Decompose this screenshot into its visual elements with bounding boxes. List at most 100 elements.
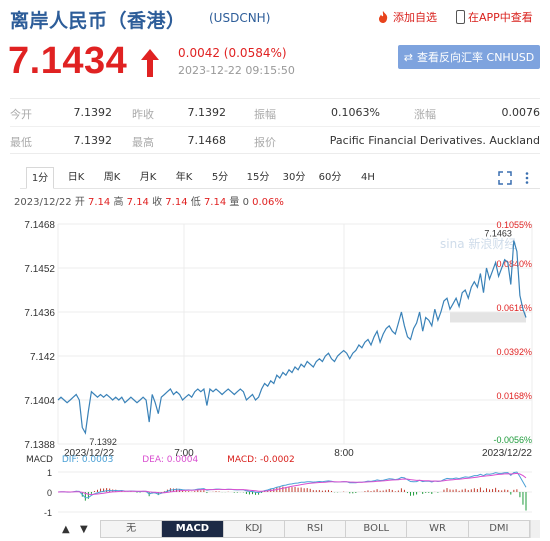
stat-label: 振幅 [254, 108, 276, 121]
y-tick-label: 7.142 [30, 352, 55, 363]
macd-axis-label: 1 [47, 468, 52, 478]
x-tick-label: 2023/12/22 [64, 448, 114, 456]
quote-time: 2023-12-22 09:15:50 [178, 64, 295, 77]
quote-stats: 今开 7.1392 昨收 7.1392 振幅 0.1063% 涨幅 0.0076… [10, 98, 540, 154]
tab-15min[interactable]: 15分 [246, 172, 270, 183]
y-tick-label: 7.1468 [24, 220, 55, 231]
info-vol-label: 量 [229, 197, 240, 208]
page-title: 离岸人民币（香港） [10, 10, 186, 32]
tab-60min[interactable]: 60分 [318, 172, 342, 183]
info-pct: 0.06% [252, 197, 284, 208]
stat-label: 今开 [10, 108, 32, 121]
watermark: sina 新浪财经 [440, 236, 516, 251]
macd-chart: 1 0 -1 [44, 468, 532, 518]
macd-value: -0.0002 [260, 455, 295, 465]
tab-none[interactable]: 无 [101, 521, 163, 537]
reverse-rate-label: 查看反向汇率 CNHUSD [417, 51, 535, 64]
stat-label: 最低 [10, 136, 32, 149]
stat-value: 7.1392 [73, 134, 113, 147]
tab-weekly[interactable]: 周K [103, 172, 121, 183]
x-tick-label: 8:00 [334, 448, 354, 456]
y-tick-label: 7.1404 [24, 396, 55, 407]
info-low: 7.14 [203, 197, 227, 208]
low-annotation: 7.1392 [89, 437, 117, 447]
stat-label: 报价 [254, 136, 276, 149]
add-watchlist-label: 添加自选 [393, 11, 437, 24]
dea-line [57, 472, 527, 496]
tab-daily[interactable]: 日K [67, 172, 85, 183]
tab-macd[interactable]: MACD [162, 521, 224, 537]
tab-boll[interactable]: BOLL [346, 521, 408, 537]
info-close: 7.14 [165, 197, 188, 208]
stat-value: 7.1392 [73, 106, 113, 119]
add-watchlist-button[interactable]: 添加自选 [376, 9, 437, 25]
info-close-label: 收 [152, 197, 163, 208]
tab-kdj[interactable]: KDJ [224, 521, 285, 537]
stat-value: 0.0076 [501, 106, 541, 119]
stat-value: 7.1468 [187, 134, 227, 147]
dif-value: 0.0003 [81, 455, 114, 465]
macd-info: MACD DIF: 0.0003 DEA: 0.0004 MACD: -0.00… [26, 455, 295, 465]
y-tick-label: 7.1452 [24, 264, 55, 275]
ohlc-info: 2023/12/22 开 7.14 高 7.14 收 7.14 低 7.14 量… [14, 193, 284, 208]
tab-1min[interactable]: 1分 [26, 167, 54, 189]
nav-right-icon[interactable]: ▼ [80, 524, 88, 535]
high-annotation: 7.1463 [484, 229, 512, 239]
phone-icon [456, 10, 465, 24]
period-tabs: 1分 日K 周K 月K 年K 5分 15分 30分 60分 4H [20, 167, 540, 189]
info-high: 7.14 [126, 197, 149, 208]
price-chart: sina 新浪财经 7.1468 0.1055% 7.1452 0.0840% 7.14… [24, 220, 533, 456]
info-high-label: 高 [113, 197, 124, 208]
macd-axis-label: 0 [47, 488, 52, 498]
up-arrow-icon [141, 49, 159, 77]
open-in-app-button[interactable]: 在APP中查看 [456, 9, 533, 25]
more-icon[interactable] [520, 171, 534, 185]
y-pct-label: -0.0056% [493, 435, 532, 445]
stat-value: 7.1392 [187, 106, 227, 119]
scrollbar[interactable] [530, 520, 540, 538]
fullscreen-icon[interactable] [498, 171, 512, 185]
price-change: 0.0042 (0.0584%) [178, 46, 287, 60]
macd-label: MACD [26, 455, 53, 465]
dea-label: DEA: [142, 455, 164, 465]
tab-yearly[interactable]: 年K [175, 172, 193, 183]
tab-wr[interactable]: WR [407, 521, 469, 537]
info-open: 7.14 [88, 197, 111, 208]
indicator-tabs: 无 MACD KDJ RSI BOLL WR DMI [100, 520, 530, 538]
tab-5min[interactable]: 5分 [211, 172, 229, 183]
series-line [57, 240, 527, 435]
info-low-label: 低 [190, 197, 201, 208]
x-tick-label: 2023/12/22 [482, 448, 532, 456]
y-tick-label: 7.1388 [24, 440, 55, 451]
last-price-band [450, 312, 526, 323]
tab-4h[interactable]: 4H [361, 172, 375, 183]
header: 离岸人民币（香港） (USDCNH) 添加自选 在APP中查看 [0, 0, 550, 36]
dea-value: 0.0004 [166, 455, 199, 465]
reverse-rate-button[interactable]: ⇄ 查看反向汇率 CNHUSD [398, 45, 540, 69]
stat-value: 0.1063% [331, 106, 380, 119]
nav-left-icon[interactable]: ▲ [62, 524, 70, 535]
y-pct-label: 0.0616% [496, 303, 532, 313]
y-tick-label: 7.1436 [24, 308, 55, 319]
tab-dmi[interactable]: DMI [489, 523, 509, 534]
info-open-label: 开 [74, 197, 85, 208]
tab-rsi[interactable]: RSI [285, 521, 347, 537]
stat-label: 昨收 [132, 108, 154, 121]
swap-icon: ⇄ [403, 50, 414, 64]
dif-label: DIF: [61, 455, 79, 465]
y-pct-label: 0.0392% [496, 347, 532, 357]
info-vol: 0 [242, 197, 249, 208]
y-pct-label: 0.0168% [496, 391, 532, 401]
open-in-app-label: 在APP中查看 [468, 11, 533, 24]
flame-icon [379, 11, 388, 23]
dif-line [57, 471, 527, 499]
y-pct-label: 0.1055% [496, 220, 532, 230]
tab-30min[interactable]: 30分 [282, 172, 306, 183]
tab-monthly[interactable]: 月K [139, 172, 157, 183]
stat-label: 涨幅 [414, 108, 436, 121]
stat-value: Pacific Financial Derivatives. Auckland [329, 134, 540, 147]
info-date: 2023/12/22 [14, 197, 72, 208]
macd-value-label: MACD: [227, 455, 258, 465]
current-price: 7.1434 [8, 40, 128, 82]
symbol-code: (USDCNH) [209, 11, 271, 25]
